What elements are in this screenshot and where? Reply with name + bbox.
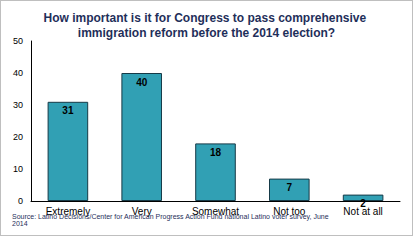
svg-text:18: 18 xyxy=(210,147,222,158)
svg-text:2: 2 xyxy=(360,198,366,209)
svg-text:31: 31 xyxy=(62,105,74,116)
svg-text:Extremely: Extremely xyxy=(45,205,91,217)
svg-text:Source: Latino Decisions/Cente: Source: Latino Decisions/Center for Amer… xyxy=(12,213,331,221)
svg-text:immigration reform before the: immigration reform before the 2014 elect… xyxy=(78,26,335,40)
svg-text:How important is it for Congre: How important is it for Congress to pass… xyxy=(43,11,369,25)
svg-text:Not at all: Not at all xyxy=(343,205,383,217)
svg-text:0: 0 xyxy=(18,196,23,206)
svg-text:Not too: Not too xyxy=(273,205,306,217)
svg-text:50: 50 xyxy=(13,36,23,46)
svg-text:30: 30 xyxy=(13,100,23,110)
svg-text:20: 20 xyxy=(13,132,23,142)
svg-text:Very: Very xyxy=(131,205,152,217)
svg-text:40: 40 xyxy=(13,68,23,78)
svg-text:40: 40 xyxy=(136,77,148,88)
svg-text:7: 7 xyxy=(287,182,293,193)
svg-text:2014: 2014 xyxy=(12,220,28,227)
svg-text:10: 10 xyxy=(13,164,23,174)
svg-text:Somewhat: Somewhat xyxy=(191,205,240,217)
